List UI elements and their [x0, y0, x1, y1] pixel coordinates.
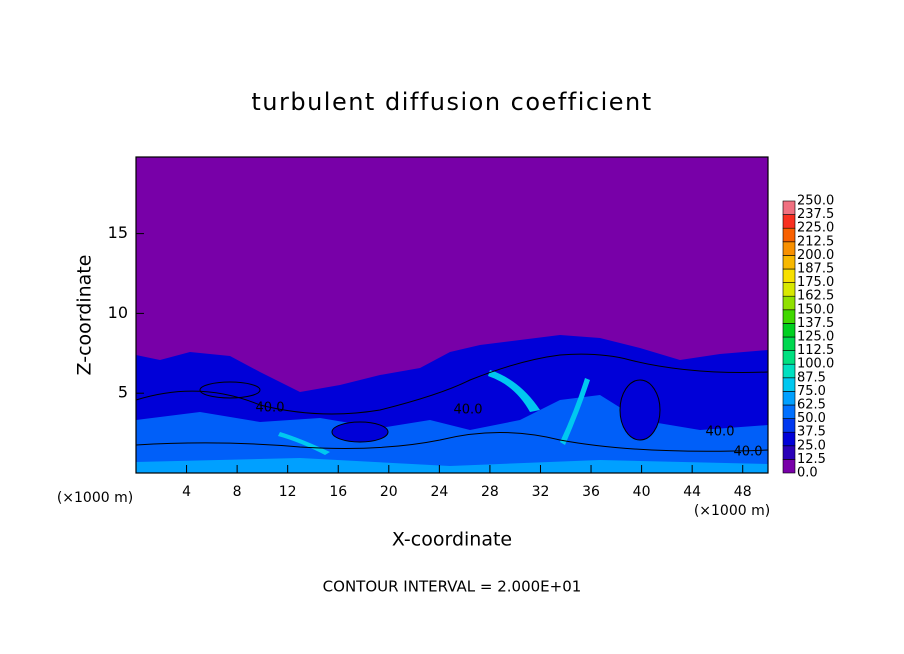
- colorbar-label: 200.0: [797, 248, 834, 263]
- colorbar-box: [782, 431, 796, 447]
- colorbar-box: [782, 336, 796, 351]
- colorbar-label: 87.5: [797, 370, 826, 385]
- colorbar-box: [782, 459, 796, 474]
- colorbar-label: 212.5: [797, 234, 834, 249]
- x-axis-label: X-coordinate: [392, 529, 512, 551]
- field: [135, 157, 769, 473]
- colorbar-label: 112.5: [797, 343, 834, 358]
- x-tick-label: 16: [329, 484, 347, 500]
- x-tick-label: 32: [532, 484, 550, 500]
- colorbar-label: 250.0: [797, 194, 834, 209]
- colorbar-label: 150.0: [797, 302, 834, 317]
- x-tick-label: 40: [633, 484, 651, 500]
- colorbar-box: [782, 391, 796, 406]
- streak: [488, 370, 540, 412]
- colorbar-label: 75.0: [797, 384, 826, 399]
- colorbar-label: 0.0: [797, 466, 818, 481]
- colorbar-label: 12.5: [797, 452, 826, 467]
- colorbar-box: [782, 445, 796, 460]
- x-unit-label: (×1000 m): [694, 503, 770, 519]
- y-tick-label: 15: [108, 223, 128, 242]
- colorbar-label: 37.5: [797, 425, 826, 440]
- streak: [278, 432, 330, 455]
- x-unit-label: (×1000 m): [57, 490, 133, 506]
- y-axis-label: Z-coordinate: [74, 255, 96, 376]
- colorbar-box: [782, 377, 796, 392]
- x-tick-label: 8: [233, 484, 242, 500]
- contour-label: 40.0: [454, 403, 483, 418]
- x-tick-label: 12: [279, 484, 297, 500]
- x-tick-label: 24: [430, 484, 448, 500]
- colorbar-box: [782, 350, 796, 365]
- y-tick-label: 10: [108, 303, 128, 322]
- colorbar-label: 62.5: [797, 398, 826, 413]
- blob: [331, 421, 389, 443]
- colorbar-label: 225.0: [797, 221, 834, 236]
- colorbar-label: 100.0: [797, 357, 834, 372]
- colorbar-box: [782, 309, 796, 324]
- x-tick-label: 20: [380, 484, 398, 500]
- colorbar-box: [782, 241, 796, 256]
- colorbar-label: 50.0: [797, 411, 826, 426]
- colorbar-box: [782, 323, 796, 338]
- colorbar-box: [782, 214, 796, 229]
- blob: [619, 379, 661, 441]
- colorbar-box: [782, 227, 796, 243]
- x-tick-label: 44: [683, 484, 701, 500]
- chart-title: turbulent diffusion coefficient: [251, 88, 652, 116]
- colorbar-box: [782, 282, 796, 297]
- colorbar-box: [782, 295, 796, 311]
- colorbar-label: 25.0: [797, 438, 826, 453]
- contour-line: [135, 432, 769, 452]
- colorbar-box: [782, 404, 796, 419]
- x-tick-label: 48: [734, 484, 752, 500]
- contour-line: [135, 353, 769, 415]
- colorbar-label: 187.5: [797, 262, 834, 277]
- colorbar-label: 137.5: [797, 316, 834, 331]
- colorbar-box: [782, 363, 796, 379]
- colorbar-label: 237.5: [797, 207, 834, 222]
- surface-layer: [136, 458, 768, 473]
- colorbar-label: 175.0: [797, 275, 834, 290]
- x-tick-label: 4: [182, 484, 191, 500]
- plot-frame: [135, 156, 769, 474]
- x-tick-label: 28: [481, 484, 499, 500]
- blob: [199, 381, 261, 399]
- y-tick-label: 5: [118, 383, 128, 402]
- contour-label: 40.0: [734, 445, 763, 460]
- colorbar-box: [782, 268, 796, 283]
- contour-label: 40.0: [256, 401, 285, 416]
- colorbar-box: [782, 418, 796, 433]
- footer: CONTOUR INTERVAL = 2.000E+01: [323, 578, 582, 596]
- colorbar-label: 125.0: [797, 330, 834, 345]
- colorbar-box: [782, 200, 796, 215]
- colorbar-box: [782, 255, 796, 270]
- x-tick-label: 36: [582, 484, 600, 500]
- streak: [560, 378, 590, 445]
- contour-label: 40.0: [706, 425, 735, 440]
- colorbar-label: 162.5: [797, 289, 834, 304]
- turbulent-core: [136, 395, 768, 473]
